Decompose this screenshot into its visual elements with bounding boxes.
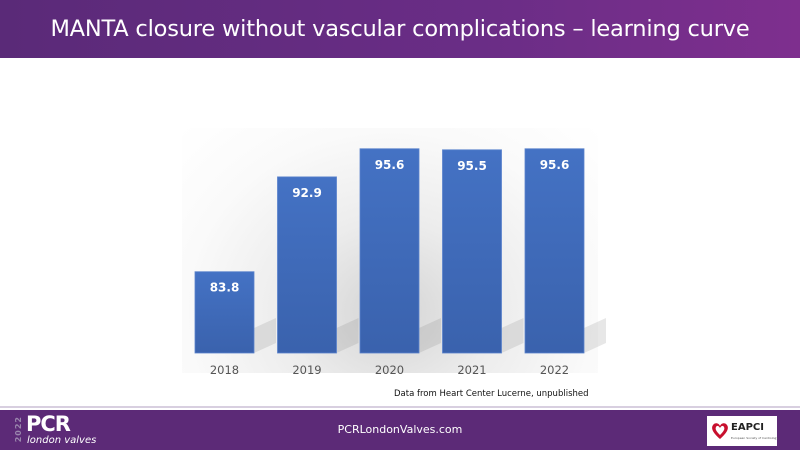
bar-shadow bbox=[501, 318, 524, 353]
data-label: 95.6 bbox=[540, 158, 570, 172]
x-tick-label: 2022 bbox=[540, 363, 569, 377]
bar-2019 bbox=[277, 176, 337, 354]
eapci-logo: EAPCI European Society of Cardiology bbox=[707, 416, 778, 446]
x-tick-label: 2021 bbox=[457, 363, 486, 377]
data-label: 95.6 bbox=[375, 158, 405, 172]
bar-shadow bbox=[336, 318, 359, 353]
x-tick-label: 2018 bbox=[210, 363, 239, 377]
data-label: 95.5 bbox=[457, 159, 487, 173]
bar-shadow bbox=[419, 318, 441, 353]
bar-2020 bbox=[359, 148, 420, 354]
slide-title: MANTA closure without vascular complicat… bbox=[50, 16, 750, 42]
footer-url[interactable]: PCRLondonValves.com bbox=[337, 423, 463, 436]
data-source-note: Data from Heart Center Lucerne, unpublis… bbox=[394, 389, 589, 399]
bar-2018 bbox=[194, 271, 255, 354]
title-bar: MANTA closure without vascular complicat… bbox=[0, 0, 800, 58]
data-label: 92.9 bbox=[292, 186, 322, 200]
data-label: 83.8 bbox=[210, 281, 240, 295]
bar-2022 bbox=[524, 148, 585, 354]
footer-divider bbox=[0, 406, 800, 408]
bar-2021 bbox=[442, 149, 502, 354]
bar-shadow bbox=[584, 318, 606, 353]
footer: 2022 PCR london valves PCRLondonValves.c… bbox=[0, 410, 800, 450]
x-tick-label: 2019 bbox=[292, 363, 321, 377]
x-tick-label: 2020 bbox=[375, 363, 404, 377]
bar-shadow bbox=[254, 318, 276, 353]
heart-icon bbox=[712, 423, 728, 439]
